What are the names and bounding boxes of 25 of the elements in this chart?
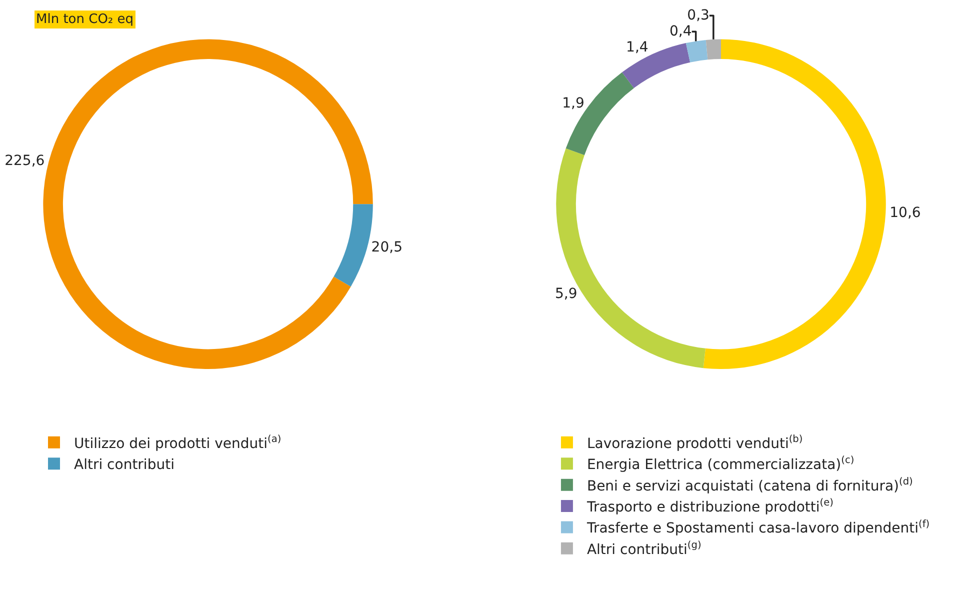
chart-title: Mln ton CO₂ eq: [36, 12, 134, 27]
legend-label: Utilizzo dei prodotti venduti$^{(a)}$: [74, 434, 282, 452]
legend-label: Altri contributi$^{(g)}$: [586, 540, 702, 558]
data-label: 0,3: [687, 8, 710, 24]
donut-slice: [706, 39, 721, 60]
donut-slice: [334, 204, 373, 287]
donut-slice: [556, 148, 706, 368]
data-label: 225,6: [4, 152, 45, 169]
data-label: 0,4: [669, 24, 692, 40]
data-label: 5,9: [554, 286, 578, 302]
legend-label: Altri contributi: [74, 457, 174, 474]
donut-slice: [566, 72, 634, 156]
donut-slice: [43, 39, 373, 369]
data-label: 20,5: [371, 239, 402, 256]
legend-label: Trasferte e Spostamenti casa-lavoro dipendenti$^{(f)}$: [586, 518, 930, 537]
donut-slice: [622, 43, 690, 88]
legend-label: Beni e servizi acquistati (catena di fornitura)$^{(d)}$: [586, 476, 913, 494]
data-label: 10,6: [890, 205, 921, 221]
data-label: 1,4: [626, 40, 648, 56]
legend-label: Trasporto e distribuzione prodotti$^{(e)}$: [586, 498, 834, 516]
legend-label: Lavorazione prodotti venduti$^{(b)}$: [586, 434, 803, 452]
donut-slice: [686, 40, 708, 62]
data-label: 1,9: [562, 95, 584, 112]
donut-slice: [703, 39, 886, 369]
legend-label: Energia Elettrica (commercializzata)$^{(c)}$: [586, 455, 854, 474]
